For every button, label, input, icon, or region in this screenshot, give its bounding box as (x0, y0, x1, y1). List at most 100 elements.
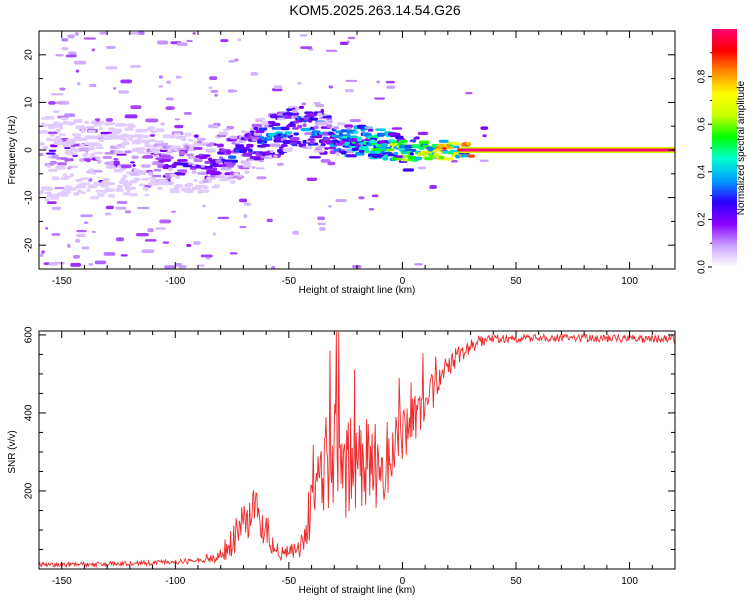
spectrogram-ridge-cell (191, 144, 196, 147)
spectrogram-ridge-cell (144, 193, 150, 197)
spectrogram-ridge-cell (48, 168, 58, 172)
spectrogram-ridge-cell (278, 150, 285, 155)
spectrogram-ridge-cell (58, 193, 69, 197)
spectrogram-ridge-cell (113, 160, 120, 165)
spectrogram-ridge-cell (260, 141, 265, 145)
spectrogram-cell (83, 37, 96, 40)
spectrogram-ridge-cell (220, 166, 232, 171)
spectrogram-cell (144, 239, 157, 242)
spectrogram-ridge-cell (184, 132, 192, 137)
spectrogram-cell (118, 90, 129, 94)
spectrogram-ridge-cell (446, 146, 454, 150)
spectrogram-ridge-cell (380, 143, 388, 147)
spectrogram-ridge-cell (413, 137, 418, 140)
spectrogram-ridge-cell (91, 135, 99, 140)
spectrogram-cell (176, 42, 188, 47)
spectrogram-ridge-cell (324, 147, 329, 150)
spectrogram-ridge-cell (151, 130, 157, 134)
spectrogram-ridge-cell (367, 128, 374, 132)
spectrogram-ridge-cell (271, 122, 281, 127)
spectrogram-cell (73, 60, 87, 65)
spectrogram-cell (91, 48, 96, 52)
spectrogram-cell (186, 39, 193, 43)
spectrogram-ridge-cell (357, 136, 362, 140)
spectrogram-ridge-cell (51, 176, 59, 181)
colorbar-tick-label: 0.2 (697, 212, 708, 226)
spectrogram-ridge-cell (68, 158, 74, 162)
spectrogram-ridge-cell (327, 146, 337, 150)
spectrogram-ridge-cell (140, 164, 151, 168)
spectrogram-ridge-cell (126, 134, 135, 139)
spectrogram-cell (207, 124, 219, 129)
spectrogram-cell (345, 79, 358, 82)
spectrogram-ridge-cell (108, 193, 116, 198)
spectrogram-ridge-cell (95, 190, 105, 193)
spectrogram-cell (50, 93, 64, 96)
spectrogram-xtick-label: -50 (282, 276, 297, 287)
spectrogram-cell (45, 152, 56, 155)
spectrogram-ridge-cell (257, 117, 266, 121)
spectrogram-cell (320, 159, 331, 163)
colorbar-tick-label: 0.6 (697, 117, 708, 131)
colorbar-tick-label: 0.0 (697, 260, 708, 274)
spectrogram-cell (130, 161, 136, 164)
spectrogram-cell (52, 110, 60, 113)
spectrogram-cell (243, 202, 252, 206)
spectrogram-cell (159, 219, 172, 224)
spectrogram-ridge-cell (95, 143, 103, 147)
spectrogram-cell (104, 212, 112, 216)
spectrogram-cell (91, 230, 96, 233)
spectrogram-ridge-cell (89, 153, 96, 157)
spectrogram-cell (137, 31, 145, 35)
spectrogram-ridge-cell (451, 142, 461, 145)
spectrogram-ridge-cell (44, 115, 55, 120)
spectrogram-cell (315, 103, 325, 108)
spectrogram-xtick-label: -100 (165, 276, 185, 287)
spectrogram-ridge-cell (198, 189, 210, 193)
spectrogram-ridge-cell (175, 175, 181, 179)
spectrogram-data (39, 31, 675, 269)
spectrogram-ridge-cell (293, 120, 300, 124)
spectrogram-cell (227, 89, 235, 93)
spectrogram-ridge-cell (237, 174, 243, 177)
spectrogram-ridge-cell (313, 125, 319, 130)
spectrogram-ridge-cell (398, 139, 408, 143)
spectrogram-ridge-cell (226, 150, 232, 154)
spectrogram-ridge-cell (177, 159, 188, 162)
spectrogram-ridge-cell (115, 130, 121, 134)
spectrogram-cell (39, 253, 44, 258)
spectrogram-ridge-cell (273, 154, 278, 158)
spectrogram-cell (200, 254, 213, 258)
spectrogram-ridge-cell (224, 159, 235, 163)
spectrogram-ridge-cell (326, 124, 333, 128)
spectrogram-cell (374, 97, 385, 100)
spectrogram-cell (51, 233, 61, 236)
spectrogram-ridge-cell (80, 182, 91, 186)
spectrogram-ridge-cell (369, 139, 376, 144)
spectrogram-ridge-cell (93, 151, 104, 155)
spectrogram-cell (327, 161, 336, 166)
spectrogram-ridge-cell (58, 123, 64, 127)
spectrogram-ridge-cell (218, 131, 229, 136)
spectrogram-ridge-cell (317, 121, 329, 126)
spectrogram-cell (237, 38, 242, 42)
spectrogram-ridge-cell (148, 126, 156, 130)
spectrogram-ridge-cell (251, 123, 263, 128)
spectrogram-cell (193, 134, 199, 138)
spectrogram-ridge-cell (346, 133, 351, 137)
spectrogram-ridge-cell (186, 153, 194, 157)
spectrogram-cell (61, 38, 69, 42)
spectrogram-ridge-cell (55, 165, 66, 170)
spectrogram-cell (391, 127, 403, 130)
spectrogram-ridge-cell (189, 166, 197, 170)
spectrogram-cell (65, 54, 77, 58)
spectrogram-cell (210, 90, 219, 93)
spectrogram-cell (51, 206, 62, 210)
spectrogram-cell (128, 32, 140, 35)
spectrogram-ridge-cell (427, 148, 433, 152)
spectrogram-cell (115, 206, 127, 210)
spectrogram-ridge-cell (188, 162, 194, 166)
spectrogram-ridge-cell (60, 117, 69, 120)
